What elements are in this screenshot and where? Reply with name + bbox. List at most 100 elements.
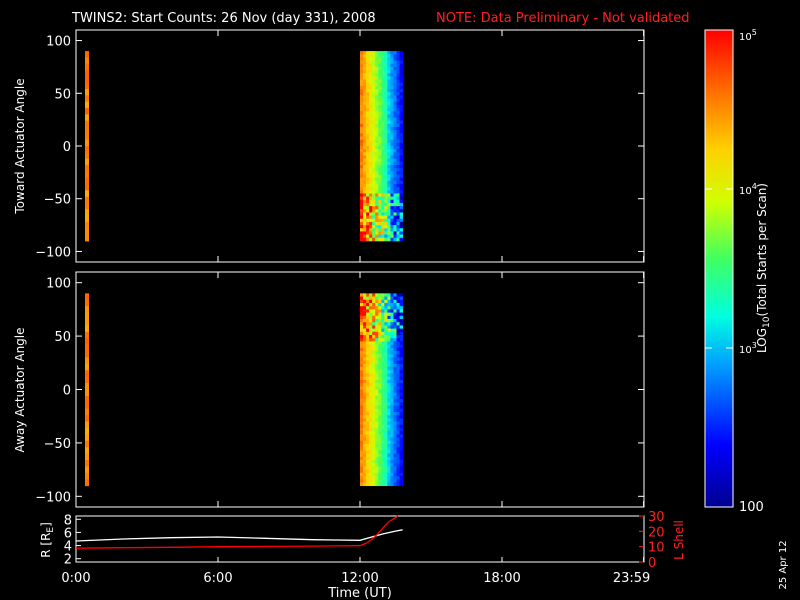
heatmap-cell — [85, 127, 89, 134]
heatmap-cell — [366, 389, 370, 394]
heatmap-cell — [363, 456, 367, 461]
heatmap-cell — [369, 66, 373, 71]
heatmap-cell — [396, 136, 400, 141]
heatmap-cell — [381, 437, 385, 442]
heatmap-cell — [384, 92, 388, 96]
heatmap-cell — [363, 209, 367, 213]
heatmap-cell — [384, 104, 388, 109]
heatmap-cell — [363, 89, 367, 93]
heatmap-cell — [85, 434, 89, 442]
heatmap-cell — [366, 437, 370, 442]
heatmap-cell — [366, 415, 370, 419]
heatmap-cell — [393, 360, 397, 365]
heatmap-cell — [390, 155, 394, 160]
heatmap-cell — [381, 193, 385, 198]
heatmap-cell — [360, 196, 364, 201]
heatmap-cell — [369, 123, 373, 128]
heatmap-cell — [363, 370, 367, 374]
heatmap-cell — [378, 434, 382, 438]
heatmap-cell — [381, 450, 385, 454]
heatmap-cell — [393, 98, 397, 103]
heatmap-cell — [363, 296, 367, 301]
heatmap-cell — [363, 164, 367, 169]
heatmap-cell — [393, 114, 397, 118]
heatmap-cell — [396, 460, 400, 464]
heatmap-cell — [399, 319, 403, 323]
heatmap-cell — [363, 357, 367, 362]
heatmap-cell — [375, 338, 379, 342]
heatmap-cell — [369, 405, 373, 410]
heatmap-cell — [387, 338, 391, 342]
heatmap-cell — [378, 168, 382, 172]
heatmap-cell — [372, 206, 376, 210]
heatmap-cell — [363, 79, 367, 84]
heatmap-cell — [390, 469, 394, 474]
heatmap-cell — [396, 315, 400, 320]
heatmap-cell — [378, 354, 382, 358]
heatmap-cell — [393, 431, 397, 435]
heatmap-cell — [387, 408, 391, 413]
heatmap-cell — [396, 383, 400, 387]
heatmap-cell — [399, 405, 403, 410]
heatmap-cell — [360, 101, 364, 106]
heatmap-cell — [363, 447, 367, 451]
heatmap-cell — [390, 60, 394, 65]
heatmap-cell — [372, 424, 376, 429]
heatmap-cell — [387, 218, 391, 223]
heatmap-cell — [85, 421, 89, 429]
heatmap-cell — [363, 114, 367, 118]
heatmap-cell — [369, 447, 373, 451]
heatmap-cell — [360, 123, 364, 128]
colorbar-tick-label: 105 — [739, 28, 757, 43]
heatmap-cell — [369, 142, 373, 147]
heatmap-cell — [384, 206, 388, 210]
heatmap-cell — [381, 104, 385, 109]
heatmap-cell — [387, 344, 391, 349]
heatmap-cell — [369, 360, 373, 365]
heatmap-cell — [363, 183, 367, 188]
heatmap-cell — [387, 450, 391, 454]
heatmap-cell — [390, 76, 394, 80]
y-tick-label: −50 — [44, 437, 71, 452]
heatmap-cell — [369, 315, 373, 320]
heatmap-cell — [387, 392, 391, 397]
heatmap-cell — [390, 202, 394, 207]
heatmap-cell — [85, 114, 89, 122]
heatmap-cell — [381, 183, 385, 188]
heatmap-cell — [363, 293, 367, 297]
heatmap-cell — [384, 139, 388, 144]
heatmap-cell — [375, 73, 379, 77]
heatmap-cell — [360, 199, 364, 204]
heatmap-cell — [375, 482, 379, 487]
heatmap-cell — [390, 146, 394, 150]
heatmap-cell — [381, 82, 385, 87]
r-tick-label: 6 — [64, 526, 72, 541]
heatmap-cell — [360, 383, 364, 387]
heatmap-cell — [396, 386, 400, 390]
heatmap-cell — [369, 114, 373, 118]
heatmap-cell — [85, 196, 89, 204]
heatmap-cell — [378, 466, 382, 471]
heatmap-cell — [390, 218, 394, 223]
heatmap-cell — [85, 395, 89, 403]
heatmap-cell — [399, 306, 403, 310]
heatmap-cell — [393, 70, 397, 74]
heatmap-cell — [372, 161, 376, 166]
heatmap-cell — [384, 386, 388, 390]
heatmap-cell — [372, 146, 376, 150]
heatmap-cell — [381, 101, 385, 106]
heatmap-cell — [396, 437, 400, 442]
heatmap-cell — [372, 338, 376, 342]
heatmap-cell — [363, 117, 367, 122]
heatmap-cell — [390, 293, 394, 297]
heatmap-cell — [399, 79, 403, 84]
heatmap-cell — [366, 234, 370, 239]
heatmap-cell — [366, 187, 370, 191]
heatmap-cell — [378, 215, 382, 220]
heatmap-cell — [399, 168, 403, 172]
heatmap-cell — [384, 234, 388, 239]
heatmap-cell — [375, 152, 379, 156]
heatmap-cell — [366, 443, 370, 448]
heatmap-cell — [381, 460, 385, 464]
